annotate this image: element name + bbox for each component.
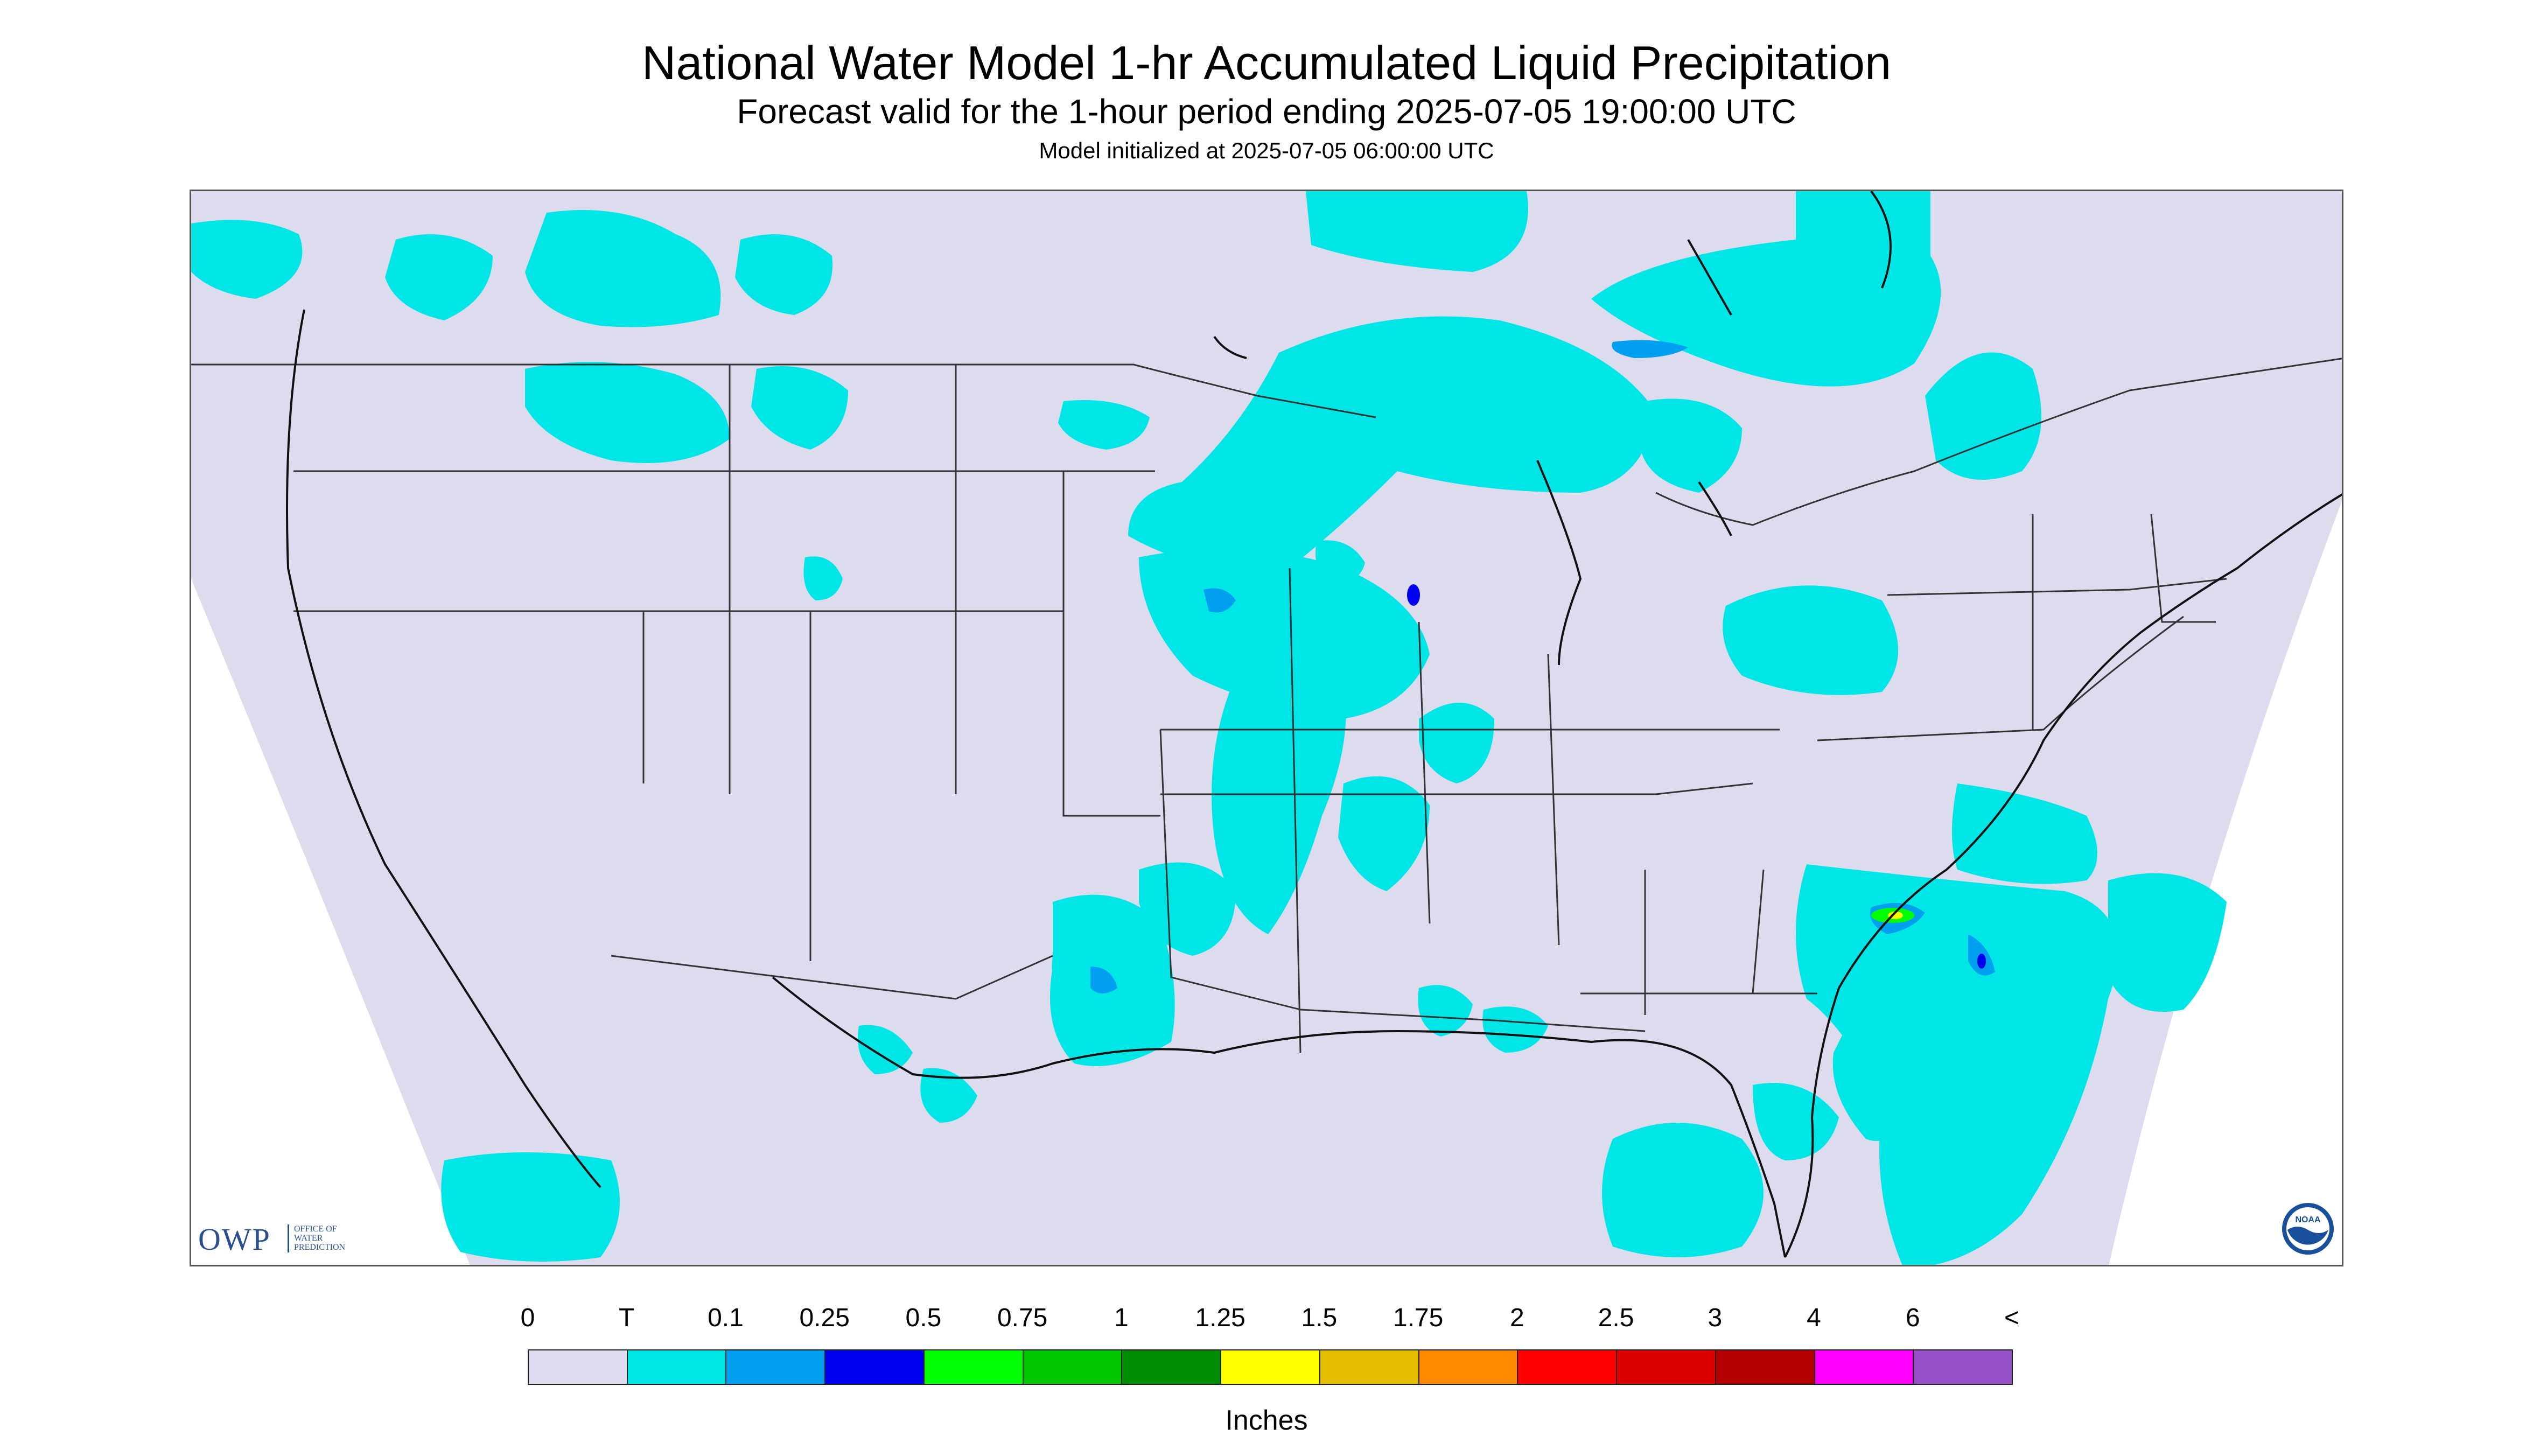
legend-tick-label: 3	[1708, 1304, 1723, 1332]
model-init-line: Model initialized at 2025-07-05 06:00:00…	[1039, 138, 1494, 163]
legend-tick-label: 4	[1807, 1304, 1821, 1332]
legend-swatch	[1121, 1349, 1222, 1385]
svg-text:NOAA: NOAA	[2295, 1215, 2321, 1224]
legend-swatch	[1814, 1349, 1914, 1385]
legend-tick-label: 1.25	[1195, 1304, 1245, 1332]
legend-units-label: Inches	[1225, 1405, 1308, 1436]
legend-tick-label: 0.25	[799, 1304, 850, 1332]
owp-logo-text: OFFICE OF WATER PREDICTION	[294, 1224, 346, 1252]
noaa-icon: NOAA	[2282, 1203, 2334, 1255]
legend-swatch	[1616, 1349, 1716, 1385]
legend-swatch	[1418, 1349, 1519, 1385]
owp-logo: OWP OFFICE OF WATER PREDICTION	[198, 1221, 370, 1257]
owp-logo-abbr: OWP	[198, 1222, 271, 1257]
legend-tick-label: 6	[1905, 1304, 1920, 1332]
map-title: National Water Model 1-hr Accumulated Li…	[641, 36, 1892, 89]
legend-tick-label: 2.5	[1598, 1304, 1634, 1332]
legend-tick-label: <	[2004, 1304, 2020, 1332]
legend-swatch	[626, 1349, 727, 1385]
legend-tick-label: 0	[520, 1304, 535, 1332]
legend-swatch	[528, 1349, 628, 1385]
legend-swatch	[1220, 1349, 1320, 1385]
legend-swatch	[1715, 1349, 1815, 1385]
legend-swatch	[824, 1349, 925, 1385]
precip-trace-areas	[191, 191, 2227, 1265]
legend-swatch	[1022, 1349, 1123, 1385]
coastlines	[286, 191, 2342, 1258]
legend-tick-label: T	[619, 1304, 635, 1332]
legend-tick-label: 0.1	[708, 1304, 744, 1332]
precipitation-map	[190, 190, 2343, 1266]
legend-swatch	[1319, 1349, 1419, 1385]
boundaries	[191, 358, 2342, 1053]
map-subtitle: Forecast valid for the 1-hour period end…	[737, 92, 1796, 131]
legend-tick-label: 1.75	[1393, 1304, 1444, 1332]
legend-swatch	[923, 1349, 1024, 1385]
legend-tick-label: 1.5	[1301, 1304, 1338, 1332]
legend-swatch	[1517, 1349, 1618, 1385]
legend-tick-label: 1	[1114, 1304, 1129, 1332]
legend-tick-label: 0.75	[997, 1304, 1048, 1332]
legend-tick-label: 2	[1509, 1304, 1524, 1332]
legend-swatch	[725, 1349, 826, 1385]
legend-swatch	[1913, 1349, 2013, 1385]
legend-tick-label: 0.5	[905, 1304, 942, 1332]
